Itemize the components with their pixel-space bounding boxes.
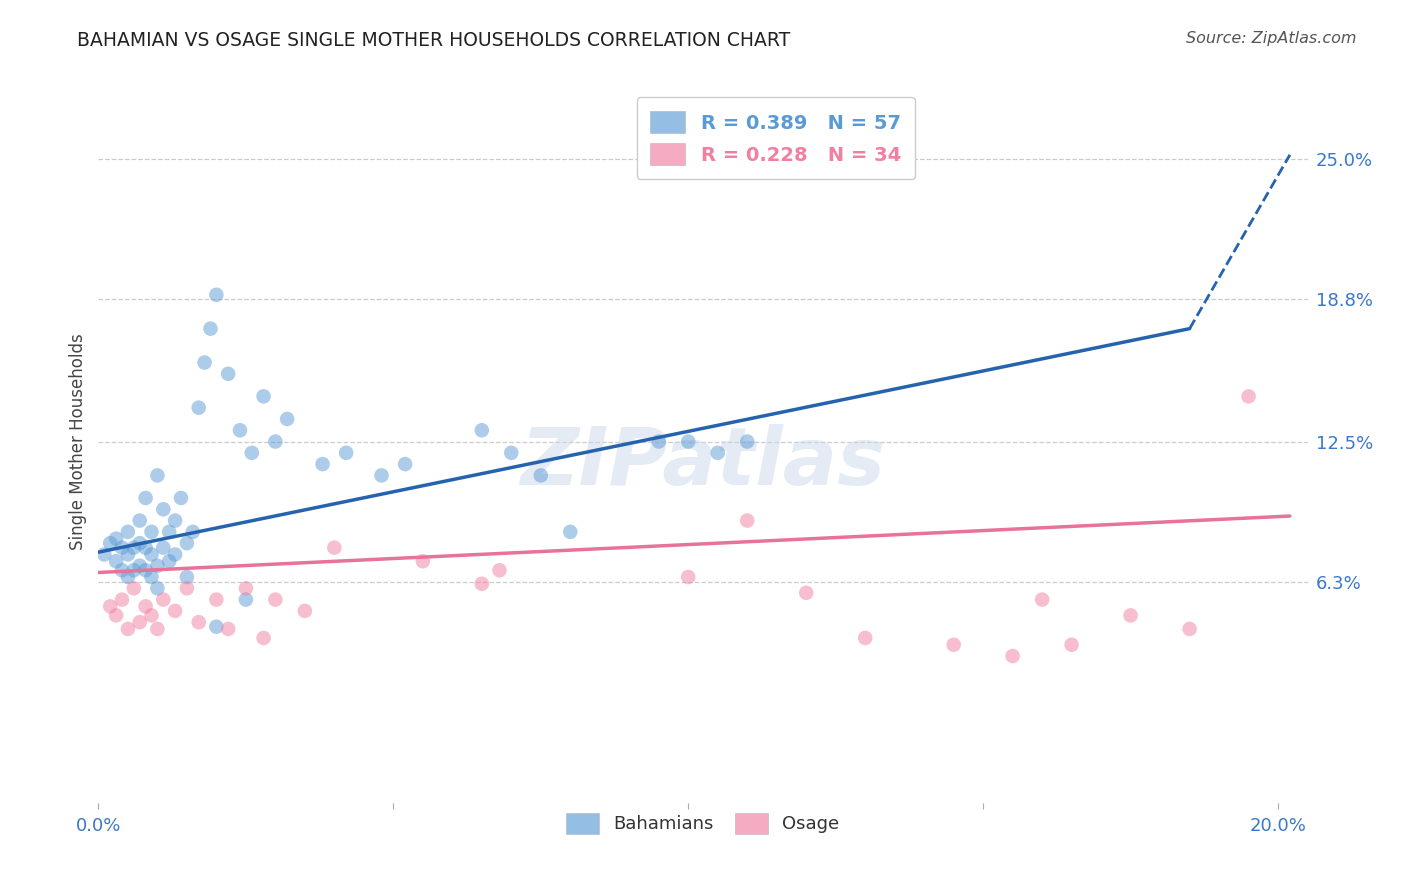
Point [1237, 389, 1260, 403]
Point [294, 604, 316, 618]
Point [1031, 592, 1053, 607]
Point [152, 541, 174, 555]
Point [141, 548, 163, 562]
Point [1060, 638, 1083, 652]
Point [501, 446, 523, 460]
Point [942, 638, 965, 652]
Point [488, 563, 510, 577]
Point [412, 554, 434, 568]
Point [181, 524, 204, 539]
Point [157, 524, 180, 539]
Point [276, 412, 298, 426]
Point [205, 592, 228, 607]
Point [117, 622, 139, 636]
Point [240, 446, 263, 460]
Point [176, 570, 198, 584]
Point [229, 423, 252, 437]
Point [176, 536, 198, 550]
Point [560, 524, 582, 539]
Point [98, 536, 121, 550]
Point [187, 615, 209, 630]
Point [117, 570, 139, 584]
Point [111, 592, 134, 607]
Point [735, 434, 758, 449]
Point [105, 608, 128, 623]
Point [152, 592, 174, 607]
Point [678, 434, 700, 449]
Point [335, 446, 357, 460]
Point [165, 514, 187, 528]
Point [122, 541, 145, 555]
Point [1119, 608, 1142, 623]
Point [394, 457, 416, 471]
Point [217, 622, 239, 636]
Point [105, 554, 128, 568]
Point [252, 631, 274, 645]
Y-axis label: Single Mother Households: Single Mother Households [69, 334, 87, 549]
Point [146, 582, 169, 596]
Point [235, 592, 257, 607]
Point [471, 576, 494, 591]
Point [187, 401, 209, 415]
Point [205, 287, 228, 301]
Point [146, 622, 169, 636]
Point [128, 514, 150, 528]
Point [678, 570, 700, 584]
Point [122, 582, 145, 596]
Point [264, 592, 287, 607]
Point [794, 586, 817, 600]
Point [1001, 648, 1024, 663]
Legend: Bahamians, Osage: Bahamians, Osage [555, 802, 851, 845]
Point [141, 570, 163, 584]
Point [311, 457, 333, 471]
Point [146, 468, 169, 483]
Point [141, 524, 163, 539]
Point [706, 446, 728, 460]
Point [200, 321, 222, 335]
Point [1178, 622, 1201, 636]
Point [853, 631, 876, 645]
Point [141, 608, 163, 623]
Point [205, 620, 228, 634]
Point [117, 548, 139, 562]
Point [471, 423, 494, 437]
Point [648, 434, 671, 449]
Point [135, 491, 157, 505]
Point [146, 558, 169, 573]
Point [165, 548, 187, 562]
Point [323, 541, 346, 555]
Point [128, 536, 150, 550]
Point [135, 563, 157, 577]
Point [117, 524, 139, 539]
Point [530, 468, 553, 483]
Point [264, 434, 287, 449]
Point [235, 582, 257, 596]
Point [157, 554, 180, 568]
Point [105, 532, 128, 546]
Point [735, 514, 758, 528]
Text: BAHAMIAN VS OSAGE SINGLE MOTHER HOUSEHOLDS CORRELATION CHART: BAHAMIAN VS OSAGE SINGLE MOTHER HOUSEHOL… [77, 31, 790, 50]
Point [135, 541, 157, 555]
Point [111, 563, 134, 577]
Point [111, 541, 134, 555]
Point [176, 582, 198, 596]
Point [93, 548, 115, 562]
Point [194, 355, 217, 369]
Text: Source: ZipAtlas.com: Source: ZipAtlas.com [1187, 31, 1357, 46]
Point [252, 389, 274, 403]
Point [122, 563, 145, 577]
Point [152, 502, 174, 516]
Point [128, 558, 150, 573]
Point [170, 491, 193, 505]
Point [98, 599, 121, 614]
Point [217, 367, 239, 381]
Point [135, 599, 157, 614]
Point [165, 604, 187, 618]
Point [128, 615, 150, 630]
Text: ZIPatlas: ZIPatlas [520, 425, 886, 502]
Point [370, 468, 392, 483]
